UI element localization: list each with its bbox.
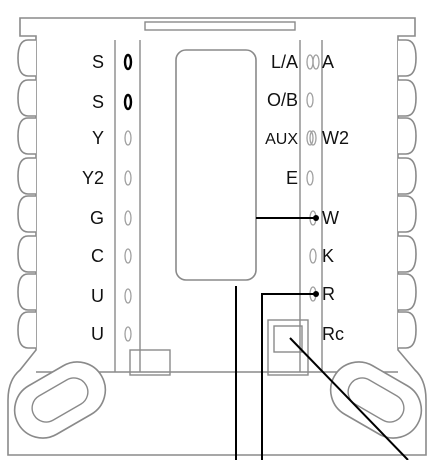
left-tab <box>17 79 36 117</box>
right-terminal-screw <box>306 130 314 146</box>
right-tab <box>398 195 417 233</box>
right-terminal-label: A <box>322 52 334 72</box>
left-terminal-screw <box>123 93 133 111</box>
left-tab <box>17 235 36 273</box>
left-terminal-screw <box>124 170 132 186</box>
left-tab <box>17 39 36 77</box>
wire-rc <box>289 337 409 460</box>
rc-jumper-inner <box>273 325 303 353</box>
right-terminal-label: Rc <box>322 324 344 344</box>
right-terminal-label: R <box>322 284 335 304</box>
left-tab <box>17 273 36 311</box>
right-terminal-label: K <box>322 246 334 266</box>
left-terminal-screw <box>124 130 132 146</box>
left-terminal-label: S <box>92 52 104 72</box>
left-terminal-label: U <box>91 286 104 306</box>
left-terminal-label: Y <box>92 128 104 148</box>
left-tab <box>17 117 36 155</box>
wire-r <box>261 293 316 460</box>
right-terminal-label: AUX <box>265 131 298 148</box>
right-terminal-label: O/B <box>267 90 298 110</box>
bottom-left-block <box>129 349 171 376</box>
left-terminal-label: U <box>91 324 104 344</box>
left-terminal-screw <box>124 288 132 304</box>
left-terminal-screw <box>124 326 132 342</box>
right-terminal-label: W <box>322 208 339 228</box>
right-terminal-label: E <box>286 168 298 188</box>
left-terminal-label: C <box>91 246 104 266</box>
left-tabs <box>17 39 36 349</box>
left-terminal-label: Y2 <box>82 168 104 188</box>
top-recess <box>144 21 296 31</box>
right-terminal-screw <box>309 130 317 146</box>
right-terminal-group: L/A A O/B AUX W2 E WKR Rc <box>265 52 349 344</box>
left-terminal-screw <box>124 248 132 264</box>
left-tab <box>17 157 36 195</box>
right-tab <box>398 157 417 195</box>
wire-w-end <box>313 215 319 221</box>
left-terminal-label: S <box>92 92 104 112</box>
right-tab <box>398 311 417 349</box>
rc-jumper-block <box>267 319 309 376</box>
right-tab <box>398 39 417 77</box>
right-terminal-screw <box>309 248 317 264</box>
left-terminal-screw <box>123 53 133 71</box>
left-terminal-label: G <box>90 208 104 228</box>
right-tab <box>398 235 417 273</box>
left-mounting-slot <box>13 361 107 439</box>
right-terminal-label: L/A <box>271 52 298 72</box>
left-tab <box>17 311 36 349</box>
left-tab <box>17 195 36 233</box>
center-module <box>175 49 257 281</box>
right-tab <box>398 79 417 117</box>
right-terminal-screw <box>306 92 314 108</box>
left-terminal-screw <box>124 210 132 226</box>
right-terminal-screw <box>306 170 314 186</box>
right-tab <box>398 273 417 311</box>
right-mounting-slot <box>329 361 423 439</box>
right-tab <box>398 117 417 155</box>
wire-r-end <box>313 291 319 297</box>
right-terminal-screw <box>312 54 320 70</box>
right-tabs <box>398 39 417 349</box>
right-terminal-label: W2 <box>322 128 349 148</box>
